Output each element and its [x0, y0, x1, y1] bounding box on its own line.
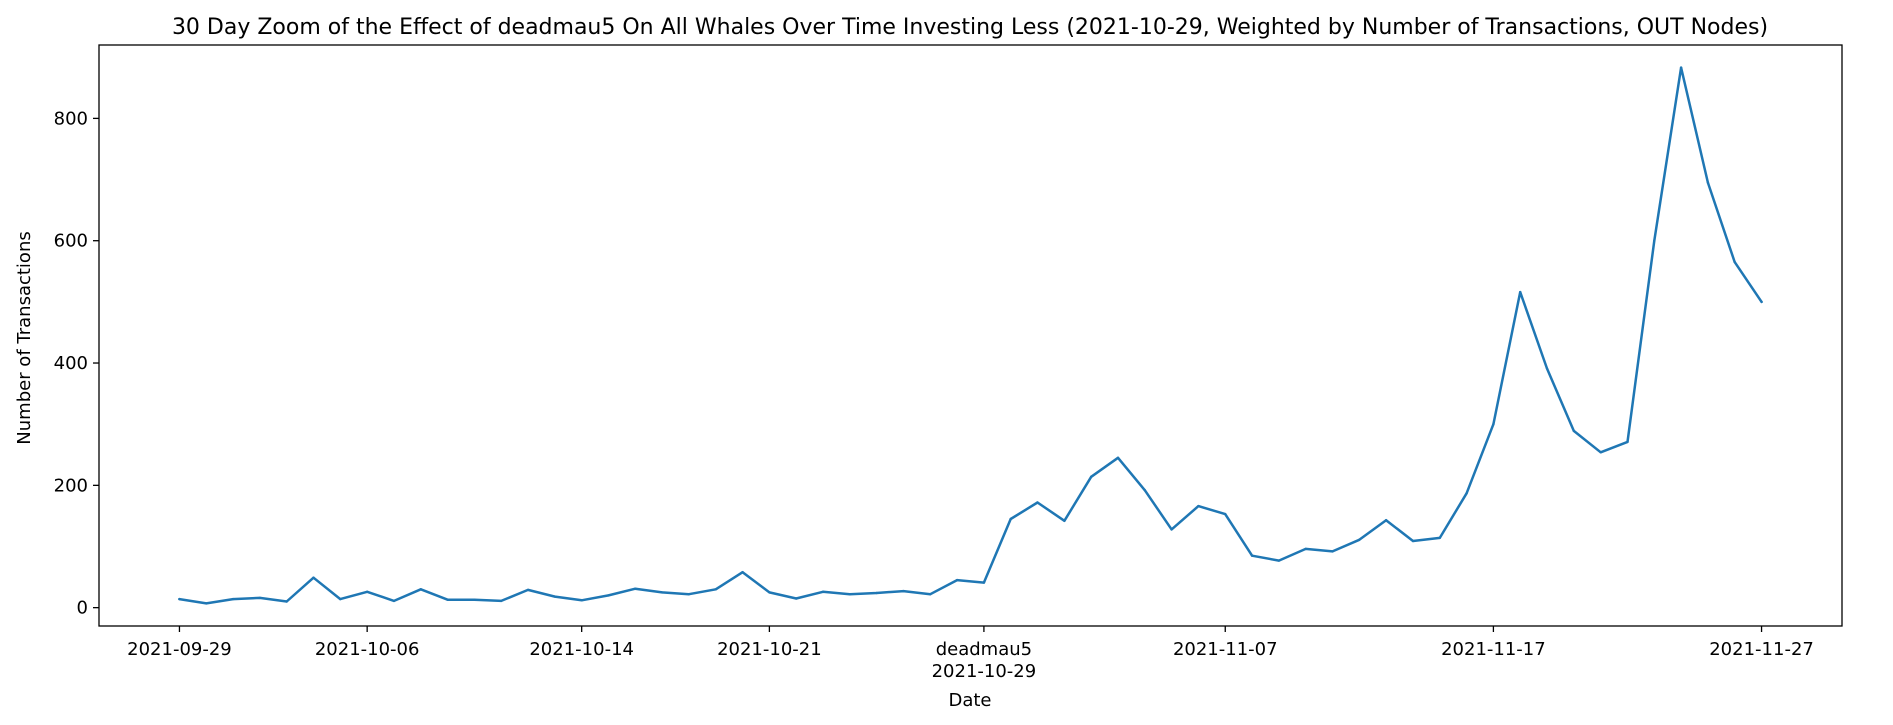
data-point	[580, 599, 583, 602]
data-point	[500, 599, 503, 603]
data-point	[795, 597, 798, 600]
x-tick-label: 2021-10-21	[717, 639, 822, 660]
data-point	[258, 596, 262, 600]
y-tick-label: 400	[54, 353, 88, 374]
y-tick-label: 800	[54, 108, 88, 129]
x-tick-label: 2021-09-29	[127, 639, 232, 660]
data-point	[1653, 239, 1656, 242]
data-point	[1331, 550, 1334, 553]
data-point	[1599, 451, 1602, 454]
data-point	[178, 597, 181, 601]
data-point	[1411, 539, 1415, 543]
data-point	[285, 600, 288, 603]
data-point	[1465, 492, 1468, 495]
y-tick-label: 200	[54, 475, 88, 496]
data-point	[1036, 501, 1039, 504]
data-point	[1116, 456, 1120, 459]
data-point	[1358, 538, 1361, 541]
data-point	[1143, 489, 1147, 492]
data-point	[1706, 181, 1710, 184]
data-point	[1250, 554, 1254, 557]
data-point	[1679, 66, 1683, 69]
x-tick-label: 2021-10-14	[529, 639, 634, 660]
y-tick-label: 0	[77, 598, 88, 619]
data-point	[1492, 423, 1495, 426]
data-point	[473, 598, 476, 601]
x-tick-label: 2021-11-17	[1441, 639, 1546, 660]
data-point	[1197, 504, 1200, 508]
plot-area	[178, 66, 1763, 605]
data-point	[205, 602, 208, 605]
data-point	[1304, 547, 1307, 551]
data-point	[902, 589, 905, 593]
data-point	[1277, 559, 1281, 562]
data-point	[1224, 512, 1227, 516]
data-point	[1170, 528, 1173, 531]
y-axis-title: Number of Transactions	[14, 231, 35, 444]
data-point	[660, 591, 664, 594]
data-point	[1009, 517, 1012, 521]
data-point	[955, 578, 959, 582]
axes: 0 200 400 600 800 2021-09-29 2021-10-06 2021-10…	[54, 44, 1843, 682]
data-point	[1090, 475, 1093, 478]
x-tick-label: 2021-10-29	[932, 661, 1037, 682]
data-point	[312, 576, 315, 579]
plot-frame	[98, 44, 1843, 627]
data-point	[1063, 519, 1066, 522]
series-line	[178, 66, 1763, 605]
x-axis-title: Date	[948, 690, 991, 711]
x-tick-annotation: deadmau5	[936, 639, 1032, 660]
data-point	[929, 593, 932, 596]
data-point	[634, 587, 637, 590]
y-tick-label: 600	[54, 231, 88, 252]
x-tick-label: 2021-11-27	[1709, 639, 1814, 660]
data-point	[982, 581, 986, 584]
x-tick-label: 2021-10-06	[315, 639, 420, 660]
data-point	[687, 593, 691, 596]
data-point	[821, 590, 825, 593]
data-point	[366, 590, 369, 593]
chart-title: 30 Day Zoom of the Effect of deadmau5 On…	[172, 15, 1768, 40]
data-point	[1438, 536, 1442, 540]
data-point	[1545, 367, 1549, 370]
data-point	[526, 588, 530, 592]
data-point	[1572, 429, 1576, 433]
data-point	[768, 591, 771, 594]
x-tick-label: 2021-11-07	[1173, 639, 1278, 660]
data-point	[339, 597, 342, 601]
data-point	[1626, 440, 1629, 444]
data-point	[419, 588, 422, 591]
data-point	[231, 597, 235, 601]
data-point	[741, 571, 744, 574]
data-point	[446, 598, 449, 601]
data-point	[875, 591, 878, 595]
data-point	[1384, 519, 1388, 522]
data-point	[714, 588, 717, 591]
data-point	[607, 594, 610, 597]
data-point	[1733, 260, 1736, 264]
data-point	[392, 599, 396, 603]
data-point	[848, 593, 851, 596]
data-point	[1760, 300, 1763, 304]
data-point	[553, 595, 557, 598]
data-point	[1519, 290, 1522, 294]
